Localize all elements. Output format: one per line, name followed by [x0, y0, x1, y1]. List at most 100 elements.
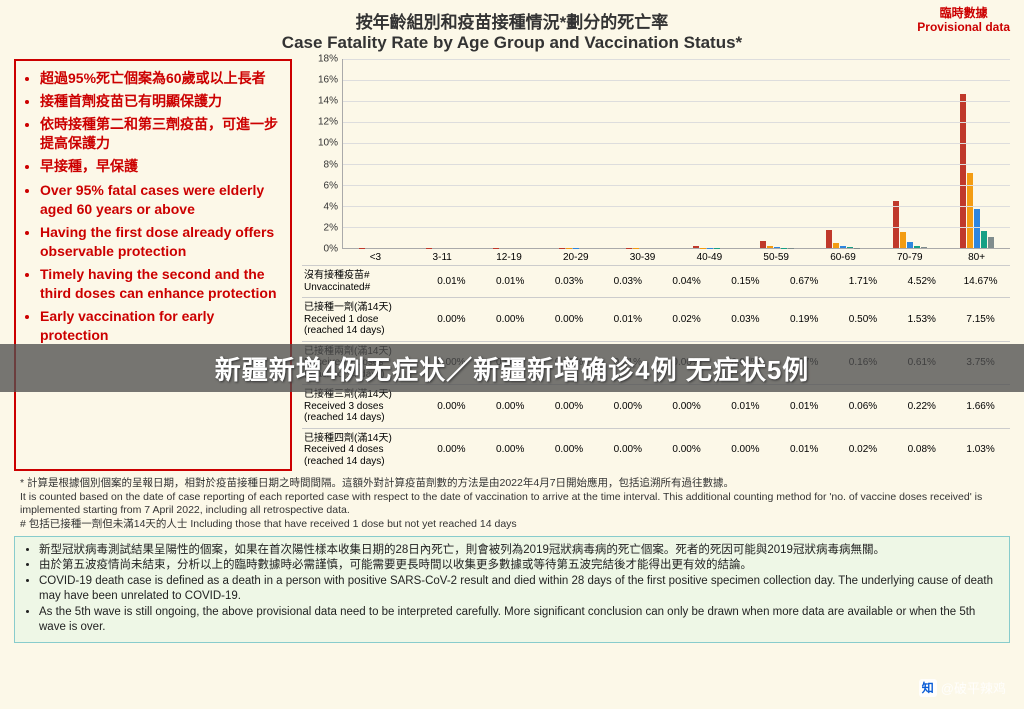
x-label: 70-79	[876, 249, 943, 263]
y-axis: 0%2%4%6%8%10%12%14%16%18%	[302, 59, 342, 249]
chart-plot	[342, 59, 1010, 249]
table-cell: 0.00%	[481, 429, 540, 472]
table-cell: 0.00%	[657, 429, 716, 472]
bar-group	[943, 59, 1010, 248]
note-item: As the 5th wave is still ongoing, the ab…	[39, 605, 1001, 635]
bar-group	[410, 59, 477, 248]
bar-group	[677, 59, 744, 248]
table-cell: 0.50%	[834, 298, 893, 341]
x-label: 3-11	[409, 249, 476, 263]
table-row: 沒有接種疫苗#Unvaccinated#0.01%0.01%0.03%0.03%…	[302, 265, 1010, 297]
x-label: 50-59	[743, 249, 810, 263]
table-cell: 0.67%	[775, 266, 834, 297]
y-tick: 4%	[324, 201, 338, 212]
bar	[914, 246, 920, 248]
footnote-line: * 計算是根據個別個案的呈報日期，相對於疫苗接種日期之時間間隔。這額外對計算疫苗…	[20, 477, 1004, 490]
bar-group	[543, 59, 610, 248]
table-cell: 0.01%	[422, 266, 481, 297]
bar	[833, 243, 839, 248]
x-label: 80+	[943, 249, 1010, 263]
x-label: 30-39	[609, 249, 676, 263]
footnote-line: # 包括已接種一劑但未滿14天的人士 Including those that …	[20, 518, 1004, 531]
bar	[921, 247, 927, 248]
footnotes: * 計算是根據個別個案的呈報日期，相對於疫苗接種日期之時間間隔。這額外對計算疫苗…	[14, 477, 1010, 532]
x-label: 40-49	[676, 249, 743, 263]
watermark-text: @破平辣鸡	[941, 678, 1006, 697]
y-tick: 0%	[324, 244, 338, 255]
note-item: COVID-19 death case is defined as a deat…	[39, 574, 1001, 604]
table-cell: 0.01%	[481, 266, 540, 297]
table-cell: 0.00%	[716, 429, 775, 472]
table-cell: 0.03%	[598, 266, 657, 297]
bullet-item: Over 95% fatal cases were elderly aged 6…	[40, 181, 282, 219]
table-row: 已接種一劑(滿14天)Received 1 dose (reached 14 d…	[302, 297, 1010, 341]
page-header: 臨時數據 Provisional data 按年齡組別和疫苗接種情況*劃分的死亡…	[14, 8, 1010, 53]
bar	[900, 232, 906, 248]
title-zh: 按年齡組別和疫苗接種情況*劃分的死亡率	[14, 8, 1010, 33]
bar	[988, 237, 994, 248]
bar	[774, 247, 780, 248]
table-cell: 7.15%	[951, 298, 1010, 341]
y-tick: 12%	[318, 117, 338, 128]
table-cell: 0.02%	[657, 298, 716, 341]
bar-chart: 0%2%4%6%8%10%12%14%16%18%	[302, 59, 1010, 249]
note-item: 新型冠狀病毒測試結果呈陽性的個案，如果在首次陽性樣本收集日期的28日內死亡，則會…	[39, 543, 1001, 558]
table-cell: 0.00%	[598, 429, 657, 472]
bar	[826, 230, 832, 248]
x-label: 12-19	[476, 249, 543, 263]
table-cell: 0.00%	[540, 298, 599, 341]
y-tick: 18%	[318, 54, 338, 65]
bar-group	[743, 59, 810, 248]
bullet-item: Timely having the second and the third d…	[40, 265, 282, 303]
bar-group	[877, 59, 944, 248]
table-cell: 0.15%	[716, 266, 775, 297]
bar	[974, 209, 980, 248]
table-cell: 0.00%	[481, 298, 540, 341]
y-tick: 10%	[318, 138, 338, 149]
y-tick: 16%	[318, 75, 338, 86]
table-cell: 0.01%	[775, 429, 834, 472]
y-tick: 2%	[324, 222, 338, 233]
y-tick: 14%	[318, 96, 338, 107]
table-cell: 0.04%	[657, 266, 716, 297]
x-axis-labels: <33-1112-1920-2930-3940-4950-5960-6970-7…	[342, 249, 1010, 263]
table-cell: 1.03%	[951, 429, 1010, 472]
bar	[767, 246, 773, 248]
bar	[893, 201, 899, 248]
overlay-text: 新疆新增4例无症状／新疆新增确诊4例 无症状5例	[215, 350, 810, 387]
bar	[960, 94, 966, 248]
table-cell: 1.71%	[834, 266, 893, 297]
bar-group	[610, 59, 677, 248]
x-label: 60-69	[810, 249, 877, 263]
table-cell: 0.00%	[422, 429, 481, 472]
zhihu-icon: 知	[919, 679, 937, 697]
table-cell: 0.03%	[540, 266, 599, 297]
table-cell: 0.01%	[598, 298, 657, 341]
table-cell: 0.00%	[422, 298, 481, 341]
bullet-item: Early vaccination for early protection	[40, 307, 282, 345]
bar-group	[343, 59, 410, 248]
title-en: Case Fatality Rate by Age Group and Vacc…	[14, 33, 1010, 53]
provisional-badge: 臨時數據 Provisional data	[917, 6, 1010, 35]
bar	[847, 247, 853, 248]
bullet-item: 接種首劑疫苗已有明顯保護力	[40, 92, 282, 111]
provisional-zh: 臨時數據	[917, 6, 1010, 20]
bullets-zh: 超過95%死亡個案為60歲或以上長者接種首劑疫苗已有明顯保護力依時接種第二和第三…	[36, 69, 282, 175]
bar	[981, 231, 987, 248]
y-tick: 8%	[324, 159, 338, 170]
table-row: 已接種四劑(滿14天)Received 4 doses (reached 14 …	[302, 428, 1010, 472]
bar	[907, 242, 913, 248]
x-label: 20-29	[542, 249, 609, 263]
table-cell: 0.19%	[775, 298, 834, 341]
bullet-item: 依時接種第二和第三劑疫苗，可進一步提高保護力	[40, 115, 282, 153]
table-cell: 0.02%	[834, 429, 893, 472]
bar-group	[810, 59, 877, 248]
bar	[840, 246, 846, 248]
table-cell: 4.52%	[892, 266, 951, 297]
table-cell: 0.03%	[716, 298, 775, 341]
bullet-item: Having the first dose already offers obs…	[40, 223, 282, 261]
footnote-line: It is counted based on the date of case …	[20, 491, 1004, 517]
table-cell: 14.67%	[951, 266, 1010, 297]
bar	[693, 246, 699, 248]
definitions-box: 新型冠狀病毒測試結果呈陽性的個案，如果在首次陽性樣本收集日期的28日內死亡，則會…	[14, 536, 1010, 644]
